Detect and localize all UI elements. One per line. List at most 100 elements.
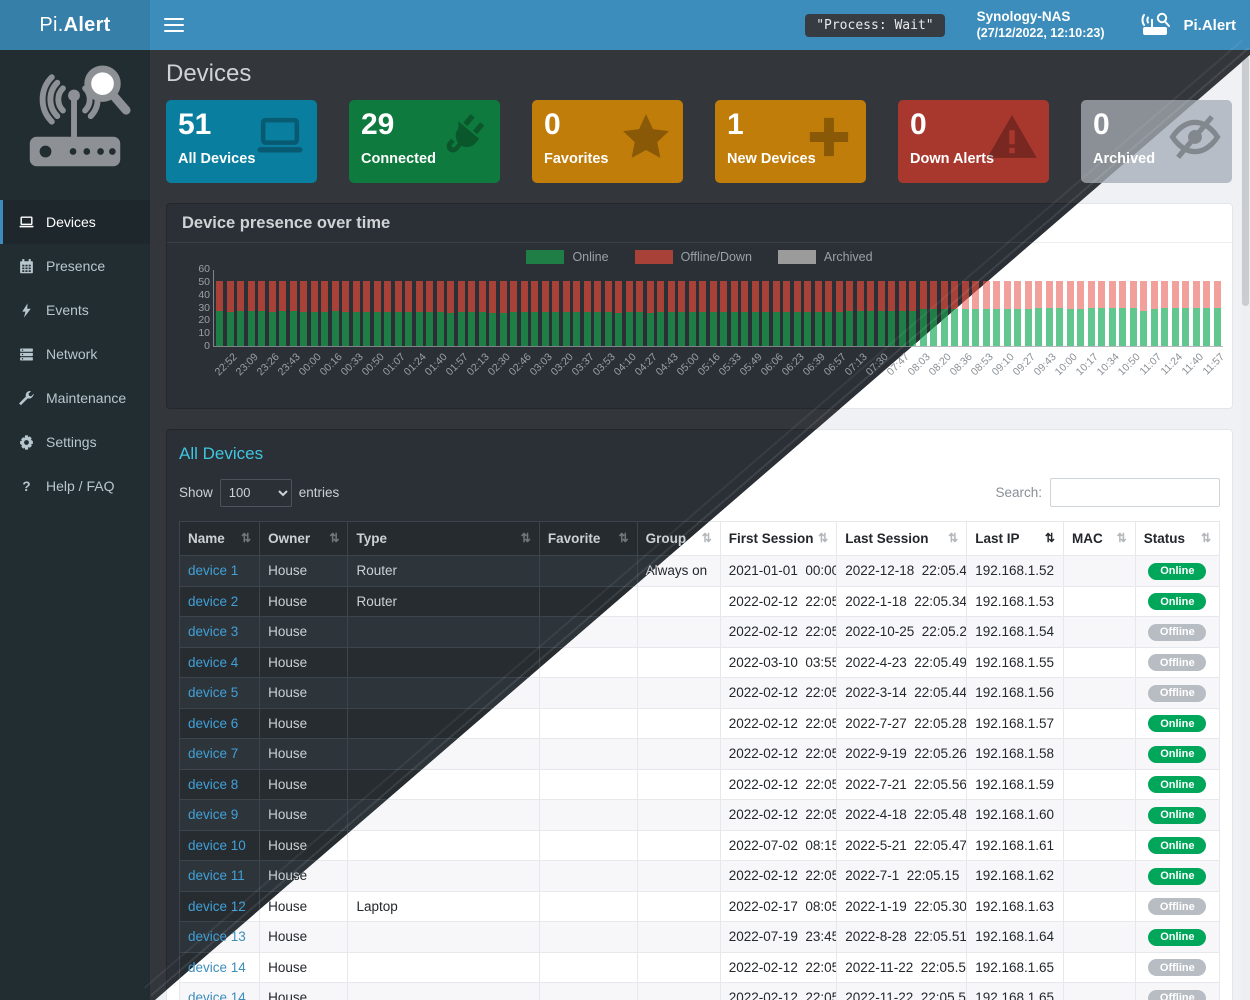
sidebar-item-devices[interactable]: Devices xyxy=(0,200,150,244)
column-header-status[interactable]: Status⇅ xyxy=(1134,521,1221,556)
device-link[interactable]: device 5 xyxy=(188,685,239,701)
stacked-bar xyxy=(982,270,990,346)
column-header-favorite[interactable]: Favorite⇅ xyxy=(538,521,638,556)
gear-icon xyxy=(18,434,35,451)
sidebar-item-help-faq[interactable]: ?Help / FAQ xyxy=(0,464,150,508)
stacked-bar xyxy=(1077,270,1084,346)
stacked-bar xyxy=(342,270,349,346)
sidebar-item-events[interactable]: Events xyxy=(0,288,150,332)
device-link[interactable]: device 3 xyxy=(188,624,239,640)
device-link[interactable]: device 4 xyxy=(188,654,239,670)
legend-online[interactable]: Online xyxy=(526,250,609,264)
stacked-bar xyxy=(394,270,402,346)
stacked-bar xyxy=(436,270,444,346)
device-link[interactable]: device 1 xyxy=(188,563,239,579)
device-link[interactable]: device 14 xyxy=(188,959,246,975)
column-header-first-session[interactable]: First Session⇅ xyxy=(719,521,838,556)
device-link[interactable]: device 12 xyxy=(188,898,246,914)
brand-logo[interactable]: Pi.Alert xyxy=(0,0,150,50)
scrollbar-thumb[interactable] xyxy=(1242,56,1249,306)
stacked-bar xyxy=(835,270,843,346)
status-badge: Online xyxy=(1148,593,1207,610)
stacked-bar xyxy=(898,270,906,346)
stacked-bar xyxy=(1150,270,1158,346)
search-input[interactable] xyxy=(1050,478,1220,507)
table-row[interactable]: device 13House2022-07-19 23:452022-8-28 … xyxy=(178,921,1221,953)
stacked-bar xyxy=(562,270,570,346)
column-header-type[interactable]: Type⇅ xyxy=(347,521,540,556)
sort-icon: ⇅ xyxy=(701,531,712,545)
stacked-bar xyxy=(867,270,874,346)
column-header-owner[interactable]: Owner⇅ xyxy=(259,521,349,556)
status-badge: Offline xyxy=(1148,989,1207,1000)
sidebar-item-network[interactable]: Network xyxy=(0,332,150,376)
sidebar-toggle-icon[interactable] xyxy=(164,18,184,32)
device-link[interactable]: device 6 xyxy=(188,715,239,731)
y-tick: 10 xyxy=(198,327,210,340)
stacked-bar xyxy=(1045,270,1053,346)
device-link[interactable]: device 7 xyxy=(188,746,239,762)
y-tick: 50 xyxy=(198,275,210,288)
stacked-bar xyxy=(1024,270,1032,346)
sort-icon: ⇅ xyxy=(618,531,629,545)
sidebar-item-presence[interactable]: Presence xyxy=(0,244,150,288)
legend-archived[interactable]: Archived xyxy=(777,250,873,264)
column-header-last-session[interactable]: Last Session⇅ xyxy=(836,521,968,556)
legend-swatch xyxy=(526,250,565,264)
legend-offline-down[interactable]: Offline/Down xyxy=(634,250,752,264)
device-link[interactable]: device 10 xyxy=(188,837,246,853)
stacked-bar xyxy=(279,270,286,346)
stacked-bar xyxy=(1171,270,1179,346)
stacked-bar xyxy=(352,270,360,346)
stacked-bar xyxy=(1129,270,1137,346)
device-link[interactable]: device 11 xyxy=(188,868,245,884)
x-tick: 11:40 xyxy=(1178,351,1206,378)
status-badge: Online xyxy=(1148,715,1207,732)
stacked-bar xyxy=(289,270,297,346)
stacked-bar xyxy=(762,270,769,346)
stacked-bar xyxy=(604,270,612,346)
stacked-bar xyxy=(856,270,864,346)
stacked-bar xyxy=(216,270,223,346)
stacked-bar xyxy=(1192,270,1200,346)
device-link[interactable]: device 14 xyxy=(188,990,246,1000)
status-badge: Online xyxy=(1148,745,1207,763)
page-size-select[interactable]: 100 xyxy=(219,478,292,507)
wrench-icon xyxy=(18,390,35,407)
stacked-bar xyxy=(468,270,475,346)
sort-icon: ⇅ xyxy=(520,531,531,545)
stacked-bar xyxy=(1213,270,1221,346)
top-nav: "Process: Wait" Synology-NAS (27/12/2022… xyxy=(150,0,1250,50)
page-scrollbar[interactable] xyxy=(1241,55,1250,1000)
column-header-name[interactable]: Name⇅ xyxy=(178,521,261,556)
stacked-bar xyxy=(688,270,696,346)
x-tick: 11:24 xyxy=(1157,351,1185,378)
calendar-icon xyxy=(18,258,35,275)
sidebar-item-maintenance[interactable]: Maintenance xyxy=(0,376,150,420)
stacked-bar xyxy=(699,270,706,346)
device-link[interactable]: device 8 xyxy=(188,776,239,792)
column-header-last-ip[interactable]: Last IP⇅ xyxy=(966,521,1064,556)
device-link[interactable]: device 9 xyxy=(188,807,239,823)
sort-icon: ⇅ xyxy=(818,531,829,545)
table-row[interactable]: device 12HouseLaptop2022-02-17 08:052022… xyxy=(178,890,1221,922)
sidebar-item-settings[interactable]: Settings xyxy=(0,420,150,464)
stacked-bar xyxy=(321,270,328,346)
sort-icon: ⇅ xyxy=(329,531,340,545)
stacked-bar xyxy=(478,270,486,346)
status-badge: Online xyxy=(1148,562,1207,580)
device-link[interactable]: device 2 xyxy=(188,593,239,609)
entries-label: entries xyxy=(298,485,340,500)
stacked-bar xyxy=(226,270,234,346)
column-header-mac[interactable]: MAC⇅ xyxy=(1062,521,1136,556)
